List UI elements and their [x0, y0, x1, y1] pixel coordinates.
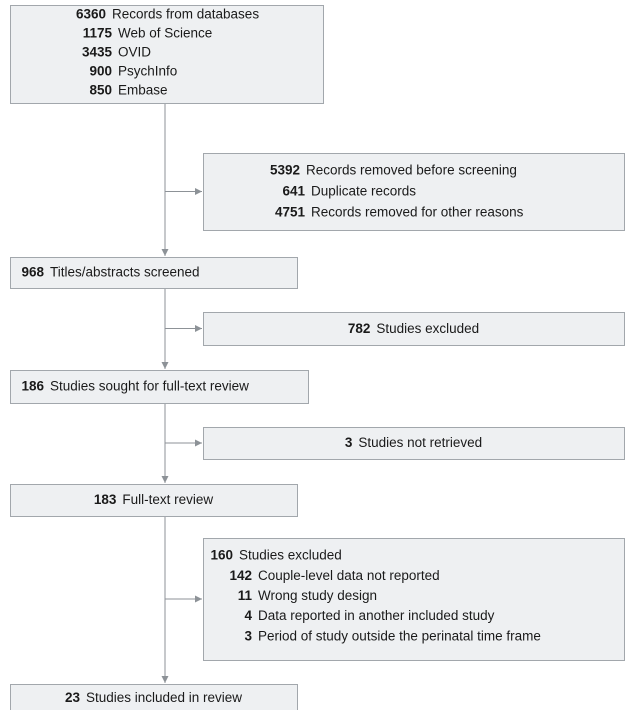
- box: [10, 257, 298, 289]
- box: [203, 427, 625, 460]
- label: Embase: [118, 83, 168, 98]
- count: 186: [21, 379, 44, 394]
- label: Studies excluded: [239, 548, 342, 563]
- box: [10, 484, 298, 517]
- arrow-head: [161, 676, 169, 683]
- flow-box: 782 Studies excluded: [203, 312, 625, 346]
- count: 3: [244, 628, 252, 643]
- arrow-head: [161, 362, 169, 369]
- label: Records from databases: [112, 7, 259, 22]
- label: Studies not retrieved: [358, 435, 482, 450]
- arrow-head: [195, 325, 202, 332]
- flow-box: 968 Titles/abstracts screened: [10, 257, 298, 289]
- count: 23: [65, 690, 81, 705]
- count: 1175: [83, 26, 113, 41]
- box-line: 782 Studies excluded: [348, 321, 479, 336]
- count: 968: [21, 265, 44, 280]
- count: 3435: [82, 45, 113, 60]
- label: Period of study outside the perinatal ti…: [258, 628, 541, 643]
- box-line: 23 Studies included in review: [65, 690, 242, 705]
- label: Duplicate records: [311, 184, 416, 199]
- count: 5392: [270, 163, 300, 178]
- count: 11: [238, 588, 253, 603]
- arrow-head: [195, 188, 202, 195]
- arrow-head: [161, 476, 169, 483]
- count: 3: [345, 435, 353, 450]
- label: Wrong study design: [258, 588, 377, 603]
- count: 6360: [76, 7, 106, 22]
- box: [203, 538, 625, 661]
- label: Records removed before screening: [306, 163, 517, 178]
- count: 850: [89, 83, 112, 98]
- box: [10, 370, 309, 404]
- label: Titles/abstracts screened: [50, 265, 200, 280]
- label: Studies sought for full-text review: [50, 379, 249, 394]
- count: 183: [94, 492, 117, 507]
- count: 4751: [275, 205, 306, 220]
- count: 4: [244, 608, 252, 623]
- label: Couple-level data not reported: [258, 568, 440, 583]
- flow-box: 3 Studies not retrieved: [203, 427, 625, 460]
- label: Full-text review: [122, 492, 213, 507]
- label: Studies excluded: [376, 321, 479, 336]
- box: [10, 684, 298, 710]
- count: 641: [282, 184, 305, 199]
- count: 160: [210, 548, 233, 563]
- label: Studies included in review: [86, 690, 242, 705]
- label: OVID: [118, 45, 151, 60]
- count: 142: [229, 568, 252, 583]
- label: Data reported in another included study: [258, 608, 495, 623]
- flow-box: 23 Studies included in review: [10, 684, 298, 710]
- label: PsychInfo: [118, 64, 177, 79]
- count: 900: [89, 64, 112, 79]
- flow-box: 6360 Records from databases 1175 Web of Sci…: [10, 5, 324, 104]
- box: [10, 5, 324, 104]
- box-line: 3 Studies not retrieved: [345, 435, 482, 450]
- count: 782: [348, 321, 371, 336]
- label: Web of Science: [118, 26, 212, 41]
- label: Records removed for other reasons: [311, 205, 524, 220]
- box-line: 183 Full-text review: [94, 492, 214, 507]
- arrow-head: [195, 439, 202, 447]
- arrow-head: [195, 595, 202, 603]
- flow-box: 160 Studies excluded 142 Couple-level data …: [203, 538, 625, 661]
- arrow-head: [161, 249, 169, 256]
- flow-box: 183 Full-text review: [10, 484, 298, 517]
- flow-box: 186 Studies sought for full-text review: [10, 370, 309, 404]
- box: [203, 153, 625, 231]
